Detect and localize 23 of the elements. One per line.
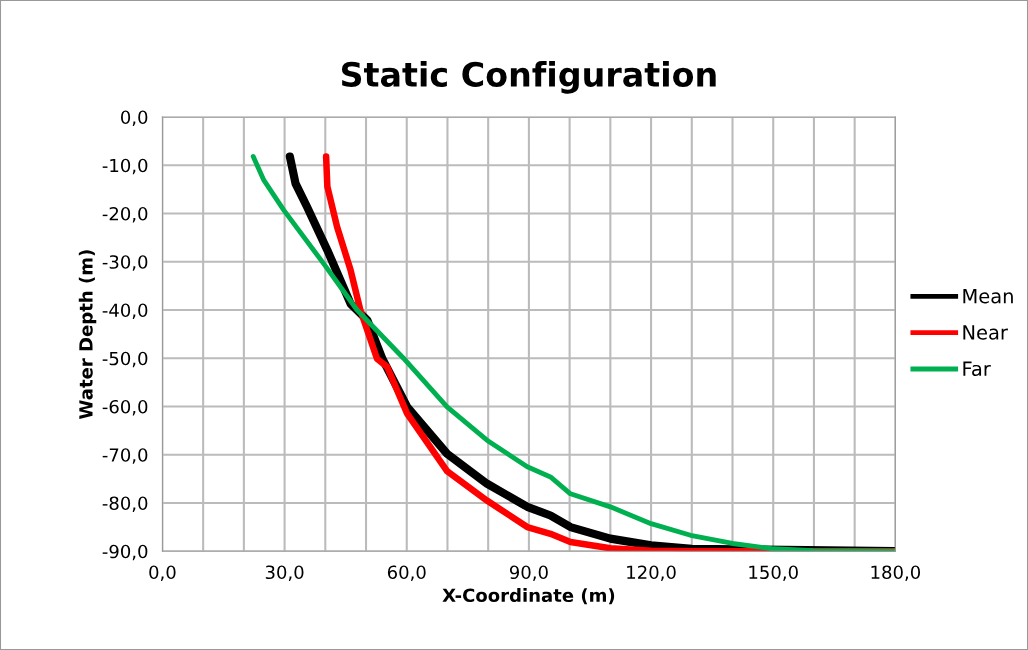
- y-tick-label: -50,0: [102, 351, 148, 368]
- y-tick-label: -90,0: [102, 544, 148, 561]
- x-tick-label: 180,0: [871, 565, 921, 581]
- x-axis-title: X-Coordinate (m): [442, 588, 615, 605]
- x-tick-label: 120,0: [627, 565, 676, 581]
- legend-label: Mean: [963, 288, 1013, 304]
- y-tick-label: -70,0: [102, 448, 148, 464]
- y-tick-label: 0,0: [121, 110, 148, 126]
- chart-title: Static Configuration: [341, 61, 716, 94]
- y-tick-label: -20,0: [102, 206, 148, 223]
- x-tick-label: 30,0: [265, 565, 304, 581]
- x-tick-label: 0,0: [149, 565, 176, 581]
- x-tick-label: 150,0: [749, 565, 798, 581]
- y-tick-label: -60,0: [102, 399, 148, 416]
- x-tick-label: 90,0: [509, 565, 548, 581]
- legend-label: Near: [963, 325, 1008, 340]
- y-tick-label: -80,0: [102, 496, 148, 512]
- legend-label: Far: [963, 361, 991, 377]
- y-tick-label: -30,0: [102, 255, 148, 271]
- y-tick-label: -40,0: [102, 303, 148, 319]
- x-tick-label: 60,0: [387, 565, 426, 581]
- y-tick-label: -10,0: [102, 158, 148, 175]
- y-axis-title: Water Depth (m): [78, 250, 97, 419]
